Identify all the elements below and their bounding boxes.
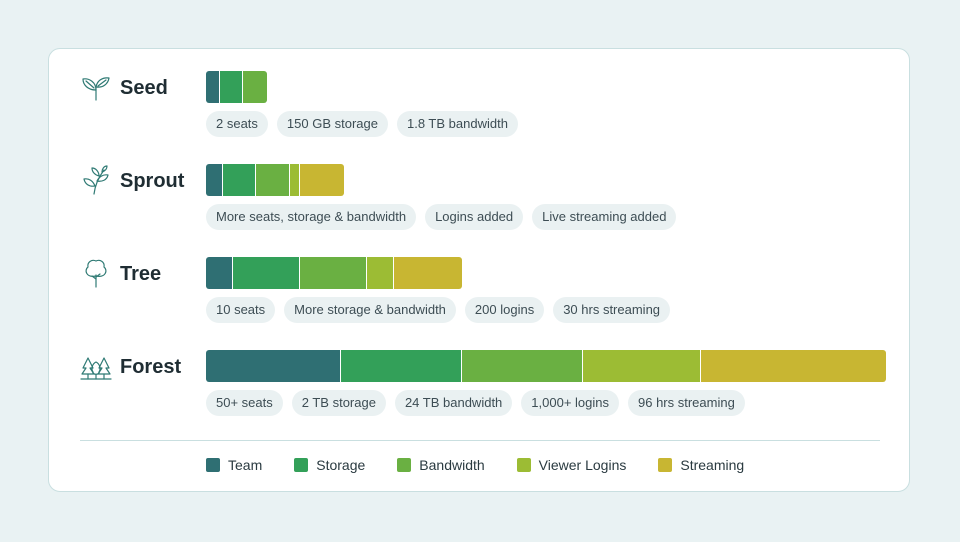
legend-label: Storage — [316, 457, 366, 473]
feature-chip: Live streaming added — [532, 204, 677, 230]
seedling-icon — [80, 71, 112, 103]
bar-segment-storage — [340, 350, 462, 382]
legend-swatch — [516, 458, 531, 472]
feature-chip: 2 seats — [206, 111, 268, 137]
bar-segment-team — [206, 71, 220, 103]
forest-icon — [80, 350, 112, 382]
feature-chips: 2 seats 150 GB storage 1.8 TB bandwidth — [206, 111, 518, 137]
bar-segment-bandwidth — [243, 71, 267, 103]
legend-item-storage: Storage — [294, 456, 365, 474]
feature-chip: More storage & bandwidth — [284, 297, 456, 323]
feature-chip: 30 hrs streaming — [553, 297, 671, 323]
bar-segment-storage — [222, 164, 257, 196]
stacked-bar — [206, 257, 462, 289]
stacked-bar — [206, 350, 886, 382]
sprout-icon — [80, 164, 112, 196]
bar-segment-bandwidth — [300, 257, 368, 289]
legend-label: Viewer Logins — [538, 457, 627, 473]
bar-segment-bandwidth — [461, 350, 583, 382]
feature-chips: 50+ seats 2 TB storage 24 TB bandwidth 1,00… — [206, 390, 745, 416]
legend-divider — [80, 440, 880, 441]
feature-chip: 150 GB storage — [276, 111, 388, 137]
feature-chip: 10 seats — [206, 297, 276, 323]
tier-name: Forest — [120, 356, 182, 378]
feature-chip: More seats, storage & bandwidth — [206, 204, 417, 230]
legend-swatch — [294, 458, 309, 472]
pricing-tier-chart: Seed 2 seats 150 GB storage 1.8 TB bandwidt… — [48, 48, 910, 492]
bar-segment-viewer-logins — [582, 350, 701, 382]
legend-item-bandwidth: Bandwidth — [397, 456, 485, 474]
feature-chip: 2 TB storage — [291, 390, 386, 416]
tier-name: Tree — [120, 263, 162, 285]
legend-label: Team — [228, 457, 263, 473]
feature-chip: 1,000+ logins — [521, 390, 619, 416]
legend-label: Bandwidth — [419, 457, 485, 473]
legend-item-viewer-logins: Viewer Logins — [516, 456, 627, 474]
tier-name: Seed — [120, 77, 168, 99]
legend-label: Streaming — [680, 457, 745, 473]
feature-chips: More seats, storage & bandwidth Logins ad… — [206, 204, 677, 230]
feature-chip: 24 TB bandwidth — [394, 390, 513, 416]
bar-segment-streaming — [300, 164, 344, 196]
bar-segment-streaming — [700, 350, 886, 382]
tier-name: Sprout — [120, 170, 185, 192]
legend-swatch — [658, 458, 673, 472]
bar-segment-storage — [219, 71, 244, 103]
feature-chip: 200 logins — [464, 297, 545, 323]
stacked-bar — [206, 71, 267, 103]
chart-legend: Team Storage Bandwidth Viewer Logins Streami… — [206, 456, 776, 474]
bar-segment-storage — [232, 257, 301, 289]
bar-segment-streaming — [394, 257, 462, 289]
tier-tree: Tree 10 seats More storage & bandwidth 200 … — [49, 257, 909, 337]
legend-swatch — [206, 458, 220, 472]
feature-chip: Logins added — [425, 204, 524, 230]
legend-item-team: Team — [206, 456, 262, 474]
legend-swatch — [397, 458, 412, 472]
tier-sprout: Sprout More seats, storage & bandwidth Log… — [49, 164, 909, 244]
bar-segment-viewer-logins — [367, 257, 395, 289]
bar-segment-bandwidth — [256, 164, 291, 196]
bar-segment-team — [206, 164, 223, 196]
tier-seed: Seed 2 seats 150 GB storage 1.8 TB bandwidt… — [49, 71, 909, 151]
stacked-bar — [206, 164, 344, 196]
feature-chips: 10 seats More storage & bandwidth 200 logi… — [206, 297, 671, 323]
bar-segment-team — [206, 350, 341, 382]
tier-forest: Forest 50+ seats 2 TB storage 24 TB bandwid… — [49, 350, 909, 430]
bar-segment-team — [206, 257, 233, 289]
feature-chip: 1.8 TB bandwidth — [396, 111, 518, 137]
legend-item-streaming: Streaming — [658, 456, 744, 474]
bar-segment-viewer-logins — [290, 164, 301, 196]
feature-chip: 96 hrs streaming — [628, 390, 745, 416]
tree-icon — [80, 257, 112, 289]
feature-chip: 50+ seats — [206, 390, 283, 416]
